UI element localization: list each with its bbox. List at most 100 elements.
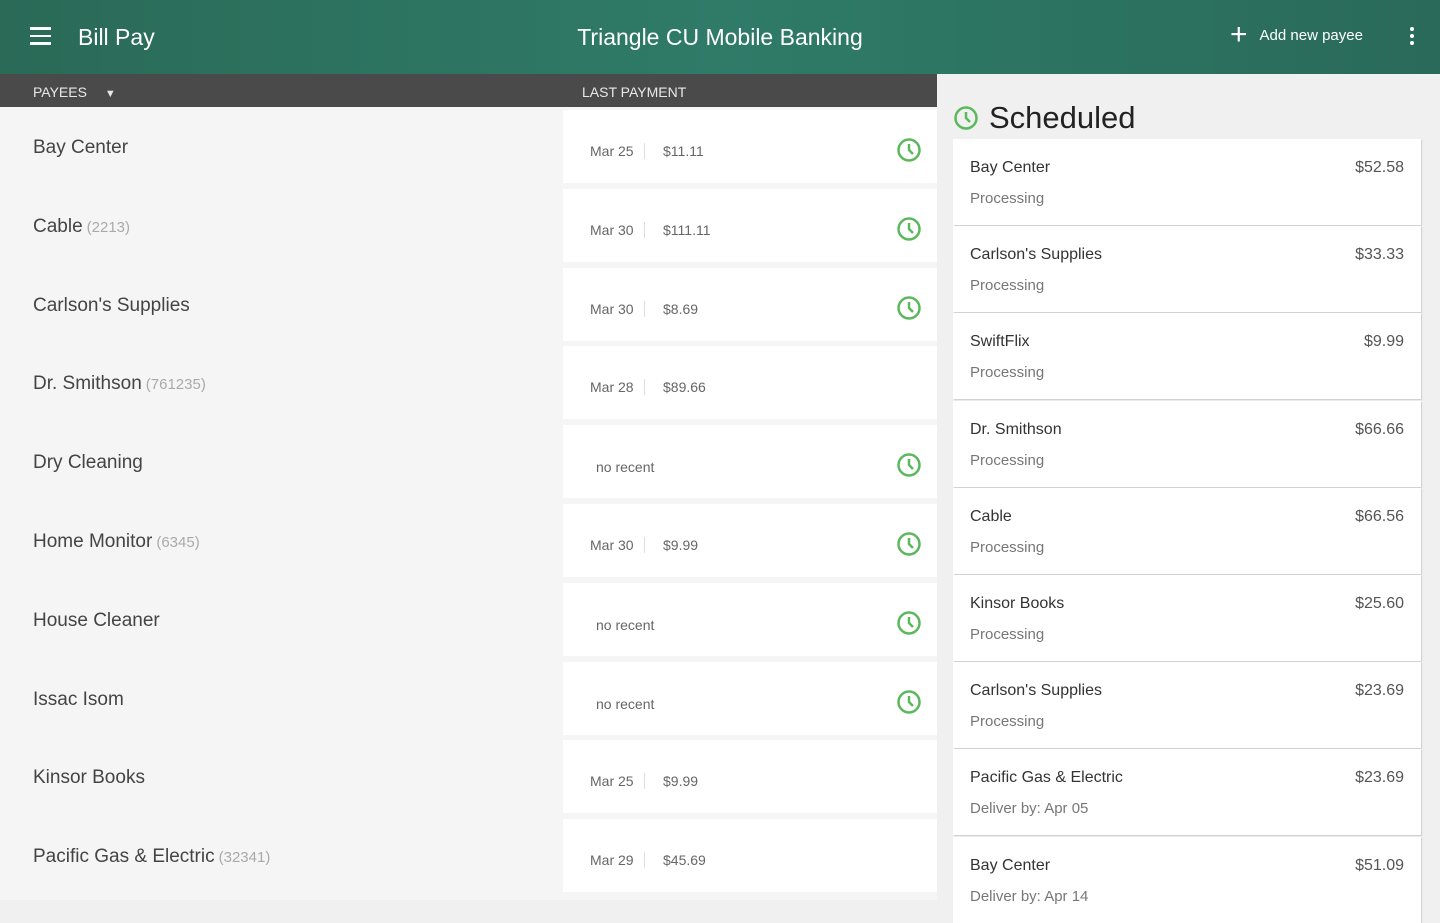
scheduled-payment-card[interactable]: SwiftFlix $9.99 Processing bbox=[953, 313, 1421, 400]
scheduled-heading: Scheduled bbox=[953, 100, 1136, 136]
payee-name[interactable]: Kinsor Books bbox=[33, 767, 145, 789]
scheduled-payee: Carlson's Supplies bbox=[970, 246, 1103, 264]
scheduled-payment-card[interactable]: Carlson's Supplies $33.33 Processing bbox=[953, 226, 1421, 313]
payee-name[interactable]: House Cleaner bbox=[33, 610, 160, 632]
no-recent-text: no recent bbox=[596, 459, 655, 476]
scheduled-status: Processing bbox=[970, 538, 1045, 556]
payee-row[interactable]: Dry Cleaning no recent bbox=[0, 422, 937, 501]
payee-row[interactable]: Cable (2213) Mar 30 $111.11 bbox=[0, 186, 937, 265]
payment-amount: $8.69 bbox=[663, 300, 699, 317]
payee-list: Bay Center Mar 25 $11.11 Cable (2213) Mar 30 $… bbox=[0, 107, 937, 900]
payee-name[interactable]: Dr. Smithson (761235) bbox=[33, 373, 206, 395]
scheduled-status: Processing bbox=[970, 451, 1045, 469]
scheduled-payment-card[interactable]: Carlson's Supplies $23.69 Processing bbox=[953, 662, 1421, 749]
payee-row[interactable]: House Cleaner no recent bbox=[0, 580, 937, 659]
payee-name[interactable]: Pacific Gas & Electric (32341) bbox=[33, 846, 270, 868]
last-payment-card[interactable]: no recent bbox=[563, 661, 937, 735]
payment-date: Mar 25 bbox=[590, 143, 645, 159]
payee-name[interactable]: Issac Isom bbox=[33, 689, 124, 711]
payee-name[interactable]: Home Monitor (6345) bbox=[33, 531, 200, 553]
payee-account: (2213) bbox=[86, 218, 131, 236]
scheduled-payee: Dr. Smithson bbox=[970, 420, 1062, 438]
last-payment-card[interactable]: Mar 29 $45.69 bbox=[563, 819, 937, 893]
last-payment-card[interactable]: Mar 28 $89.66 bbox=[563, 346, 937, 420]
payee-row[interactable]: Kinsor Books Mar 25 $9.99 bbox=[0, 737, 937, 816]
app-title: Triangle CU Mobile Banking bbox=[577, 24, 863, 50]
schedule-payment-clock-icon[interactable] bbox=[896, 295, 922, 321]
scheduled-status: Processing bbox=[970, 190, 1045, 207]
payees-sort-dropdown[interactable]: PAYEES ▼ bbox=[33, 84, 116, 100]
schedule-payment-clock-icon[interactable] bbox=[896, 531, 922, 557]
payee-name-text: Bay Center bbox=[33, 137, 129, 158]
scheduled-title: Scheduled bbox=[989, 100, 1136, 135]
last-payment-card[interactable]: Mar 25 $9.99 bbox=[563, 740, 937, 814]
more-options-icon[interactable] bbox=[1405, 27, 1419, 48]
payment-date: Mar 30 bbox=[590, 300, 645, 317]
scheduled-amount: $9.99 bbox=[1363, 333, 1404, 351]
scheduled-payment-card[interactable]: Dr. Smithson $66.66 Processing bbox=[953, 400, 1421, 487]
app-bar: Bill Pay Triangle CU Mobile Banking + Ad… bbox=[0, 0, 1440, 74]
add-payee-button[interactable]: + Add new payee bbox=[1230, 18, 1363, 51]
scheduled-payment-card[interactable]: Kinsor Books $25.60 Processing bbox=[953, 575, 1421, 661]
schedule-payment-clock-icon[interactable] bbox=[896, 689, 922, 715]
last-payment-card[interactable]: Mar 30 $8.69 bbox=[563, 267, 937, 341]
scheduled-payee: Pacific Gas & Electric bbox=[970, 769, 1123, 787]
schedule-payment-clock-icon[interactable] bbox=[896, 452, 922, 478]
payee-name[interactable]: Dry Cleaning bbox=[33, 452, 143, 474]
payee-name-text: Cable bbox=[33, 215, 83, 237]
payee-account: (32341) bbox=[218, 849, 271, 867]
payee-row[interactable]: Issac Isom no recent bbox=[0, 659, 937, 738]
payee-row[interactable]: Bay Center Mar 25 $11.11 bbox=[0, 107, 937, 186]
payee-name-text: Dry Cleaning bbox=[33, 452, 143, 474]
scheduled-amount: $66.56 bbox=[1355, 507, 1404, 525]
scheduled-amount: $52.58 bbox=[1355, 159, 1404, 176]
payee-name[interactable]: Cable (2213) bbox=[33, 216, 130, 238]
payee-account: (761235) bbox=[145, 376, 206, 394]
hamburger-menu-icon[interactable] bbox=[30, 27, 51, 45]
schedule-payment-clock-icon[interactable] bbox=[896, 137, 922, 163]
payee-account: (6345) bbox=[156, 534, 200, 551]
scheduled-payment-card[interactable]: Pacific Gas & Electric $23.69 Deliver by: … bbox=[953, 749, 1421, 836]
payment-amount: $111.11 bbox=[663, 221, 711, 238]
schedule-payment-clock-icon[interactable] bbox=[896, 216, 922, 242]
last-payment-card[interactable]: Mar 30 $111.11 bbox=[563, 188, 937, 262]
scheduled-payee: Cable bbox=[970, 507, 1012, 525]
payee-name-text: Kinsor Books bbox=[33, 767, 145, 789]
last-payment-card[interactable]: Mar 25 $11.11 bbox=[563, 110, 937, 183]
scheduled-payee: Kinsor Books bbox=[970, 595, 1065, 612]
scheduled-payment-card[interactable]: Bay Center $51.09 Deliver by: Apr 14 bbox=[953, 836, 1421, 923]
scheduled-payee: SwiftFlix bbox=[970, 333, 1030, 351]
payment-date: Mar 25 bbox=[590, 773, 645, 790]
plus-icon: + bbox=[1230, 18, 1248, 51]
payee-row[interactable]: Dr. Smithson (761235) Mar 28 $89.66 bbox=[0, 343, 937, 422]
schedule-payment-clock-icon[interactable] bbox=[896, 610, 922, 636]
scheduled-payment-card[interactable]: Cable $66.56 Processing bbox=[953, 487, 1421, 574]
last-payment-card[interactable]: no recent bbox=[563, 425, 937, 499]
scheduled-payee: Bay Center bbox=[970, 856, 1051, 874]
payment-date: Mar 28 bbox=[590, 379, 645, 396]
payee-row[interactable]: Carlson's Supplies Mar 30 $8.69 bbox=[0, 265, 937, 344]
scheduled-payment-card[interactable]: Bay Center $52.58 Processing bbox=[953, 139, 1421, 225]
scheduled-payee: Bay Center bbox=[970, 159, 1051, 176]
payee-row[interactable]: Home Monitor (6345) Mar 30 $9.99 bbox=[0, 501, 937, 580]
last-payment-card[interactable]: no recent bbox=[563, 582, 937, 656]
payment-date: Mar 30 bbox=[590, 221, 645, 238]
payment-amount: $89.66 bbox=[663, 379, 706, 396]
dropdown-arrow-icon: ▼ bbox=[104, 88, 116, 100]
scheduled-amount: $23.69 bbox=[1355, 682, 1404, 700]
scheduled-payee: Carlson's Supplies bbox=[970, 682, 1103, 700]
payee-row[interactable]: Pacific Gas & Electric (32341) Mar 29 $45.6… bbox=[0, 816, 937, 895]
payee-name-text: Carlson's Supplies bbox=[33, 294, 190, 316]
payment-date: Mar 30 bbox=[590, 537, 645, 553]
scheduled-status: Processing bbox=[970, 626, 1045, 643]
section-title: Bill Pay bbox=[78, 24, 155, 50]
payment-amount: $45.69 bbox=[663, 852, 706, 869]
add-payee-label: Add new payee bbox=[1259, 26, 1363, 44]
payment-amount: $9.99 bbox=[663, 773, 699, 790]
payee-name[interactable]: Carlson's Supplies bbox=[33, 295, 190, 317]
payee-name[interactable]: Bay Center bbox=[33, 137, 128, 159]
payment-amount: $11.11 bbox=[663, 143, 704, 159]
clock-icon bbox=[954, 106, 978, 130]
last-payment-card[interactable]: Mar 30 $9.99 bbox=[563, 504, 937, 577]
scheduled-amount: $25.60 bbox=[1355, 595, 1404, 612]
